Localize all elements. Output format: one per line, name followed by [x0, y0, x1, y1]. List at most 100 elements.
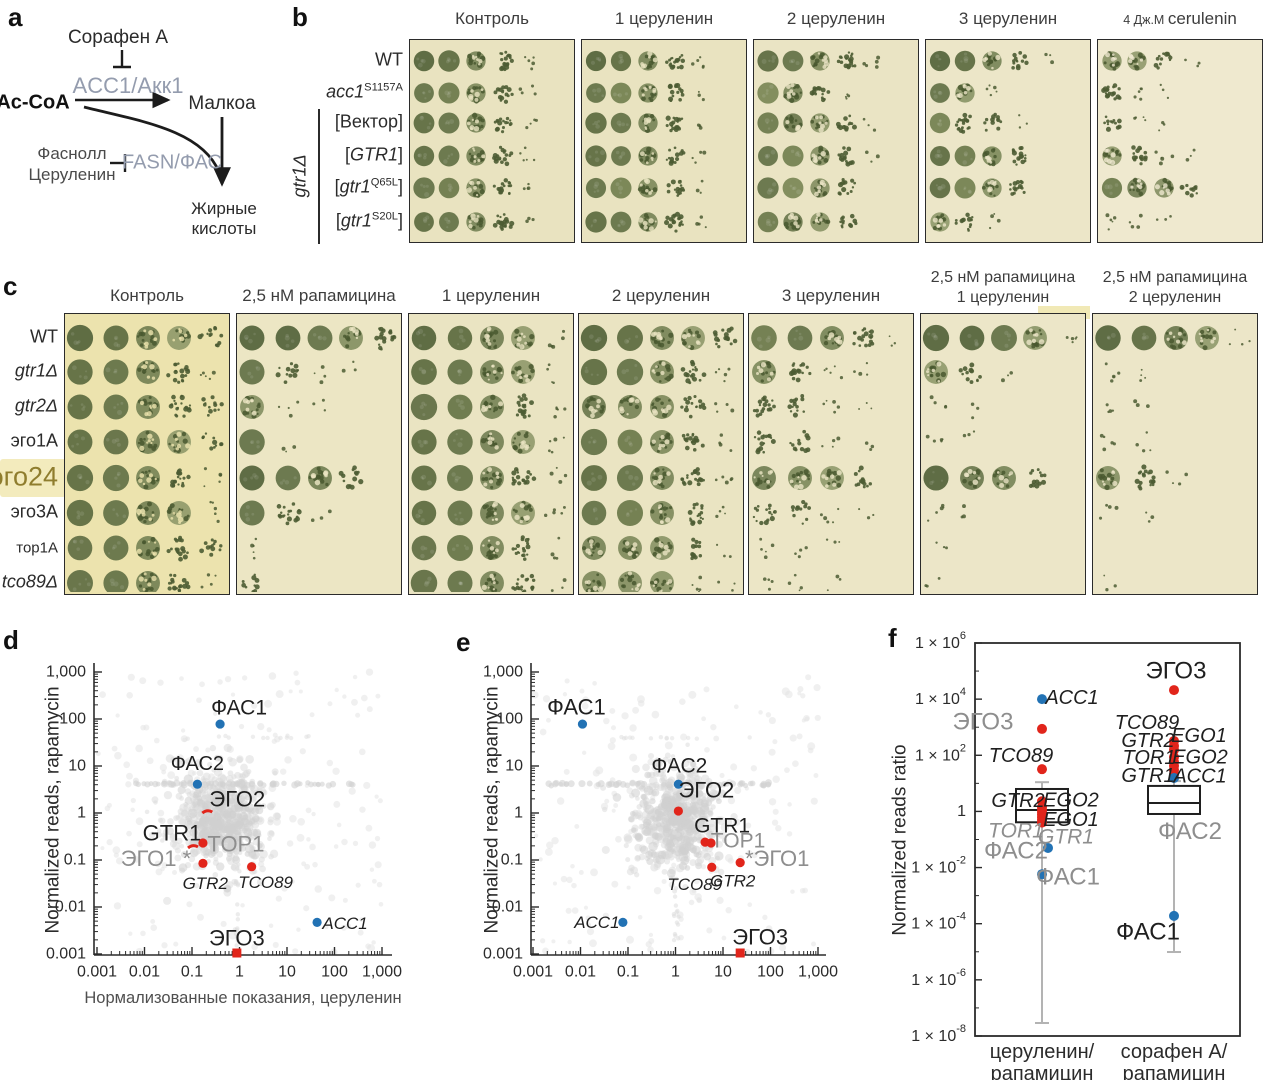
assay-plate	[1097, 39, 1263, 243]
scatter-chart-e: 0.001 0.01 0.1 1 10 100 1,000 1,000 100 10 1 0.1 0.0…	[482, 663, 1252, 1007]
row-label-segment: tco89Δ	[1, 571, 58, 592]
x-tick-label: 1	[671, 964, 680, 981]
row-label: эго1A	[11, 431, 58, 452]
point-label-TOP1: TOP1	[207, 831, 264, 856]
row-label: WT	[375, 50, 403, 71]
row-label: acc1S1157A	[326, 82, 403, 103]
col-header: Контроль	[455, 9, 529, 29]
annotation-label: GTR2	[710, 871, 756, 890]
assay-plate	[409, 39, 575, 243]
box-label-EGO2: EGO2	[1043, 790, 1099, 812]
panel-letter-b: b	[292, 2, 308, 32]
assay-plate	[236, 313, 402, 595]
row-label-segment: [	[344, 144, 350, 165]
row-label-segment: эго3A	[10, 501, 58, 522]
y-tick-label: 0.1	[64, 852, 86, 869]
plate-spots	[757, 50, 881, 233]
y-tick-label: 1,000	[483, 664, 523, 681]
y-tick-label: 1	[957, 803, 966, 820]
acc1-label: ACC1/Акк1	[72, 73, 184, 98]
row-label-segment: gtr1	[339, 176, 371, 197]
box-label-TOR1: TOR1	[1123, 747, 1176, 769]
pathway-arrows	[75, 50, 231, 187]
x-tick-label: 10	[714, 964, 732, 981]
assay-plate	[408, 313, 574, 595]
category-label: рапамицин	[991, 1063, 1094, 1080]
x-tick-label: 1	[235, 964, 244, 981]
box-label-GTR2: GTR2	[991, 790, 1044, 812]
point-label-ФАС1: ФАС1	[211, 697, 267, 720]
y-tick-label: 1 × 10-6	[911, 967, 966, 989]
col-header-line: 2 церуленин	[1128, 289, 1222, 306]
col-header: Контроль	[110, 286, 184, 305]
ac-coa-label: Ac-CoA	[0, 91, 70, 114]
row-label-segment: gtr1	[340, 210, 372, 231]
y-tick-label: 1 × 10-4	[911, 911, 966, 933]
col-header-text: 1 церуленин	[614, 9, 714, 28]
panel-letter-f: f	[888, 623, 897, 653]
panel-e-scatter: 0.001 0.01 0.1 1 10 100 1,000 1,000 100 10 1 0.1 0.0…	[430, 620, 1252, 1080]
y-axis-title: Normalized reads, rapamycin	[482, 686, 503, 933]
box-label-GTR1: GTR1	[1121, 765, 1174, 787]
y-tick-label: 0.001	[483, 946, 523, 963]
col-header: 1 церуленин	[441, 286, 541, 305]
point-label-ФАС2: ФАС2	[651, 755, 707, 778]
box-label-ЭГО3: ЭГО3	[953, 708, 1014, 735]
group-label: gtr1Δ	[289, 154, 310, 198]
x-tick-label: 0.01	[565, 964, 596, 981]
y-tick-label: 0.01	[55, 899, 86, 916]
panel-letter-d: d	[3, 625, 19, 655]
box-label-TOR1: TOR1	[988, 820, 1044, 843]
point-label-TCO89: TCO89	[238, 873, 293, 892]
category-label: рапамицин	[1123, 1063, 1226, 1080]
y-tick-label: 1 × 10-2	[911, 855, 966, 877]
col-header-text: 3 церуленин	[958, 9, 1058, 28]
row-label-segment: эго1A	[10, 430, 58, 451]
plate-spots	[922, 324, 1078, 588]
plate-spots	[1101, 51, 1201, 231]
row-label-segment: WT	[30, 326, 58, 347]
y-tick-label: 1	[514, 805, 523, 822]
col-header: 2 церуленин	[787, 9, 885, 29]
box-label-TCO89: TCO89	[989, 745, 1053, 767]
sorafen-a-label: Сорафен A	[67, 27, 169, 48]
point-label-TCO89: TCO89	[667, 875, 722, 894]
y-tick-label: 0.001	[46, 946, 86, 963]
row-label: tco89Δ	[2, 572, 58, 593]
plate-spots	[413, 50, 538, 232]
col-header-text: Контроль	[455, 9, 529, 28]
point-label-ACC1: ACC1	[573, 913, 619, 932]
panel-f-boxplot: 1 × 106 1 × 104 1 × 102 1 1 × 10-2 1 × 10-4 1 …	[860, 620, 1266, 1080]
box-label-ЭГО3: ЭГО3	[1146, 658, 1207, 685]
panel-letter-a: a	[8, 2, 23, 32]
box-chart-f: 1 × 106 1 × 104 1 × 102 1 1 × 10-2 1 × 10-4 1 …	[890, 630, 1241, 1080]
row-label: [gtr1S20L]	[336, 211, 403, 232]
plate-spots	[929, 50, 1055, 232]
box-label-ACC1: ACC1	[1044, 687, 1098, 709]
row-label-segment: ]	[397, 176, 403, 197]
box-label-TCO89: TCO89	[1115, 712, 1179, 734]
point-label-ЭГО3: ЭГО3	[732, 925, 788, 950]
y-tick-label: 0.1	[501, 852, 523, 869]
plate-spots	[66, 324, 224, 592]
point-label-TOP1: TOP1	[711, 829, 765, 852]
x-tick-label: 0.001	[77, 964, 117, 981]
x-tick-label: 100	[321, 964, 348, 981]
col-header-dose: 4 Дж.М	[1123, 13, 1168, 27]
row-highlight	[0, 459, 66, 497]
point-label-ЭГО1: *ЭГО1	[745, 846, 809, 871]
box-label-EGO1: EGO1	[1171, 725, 1227, 747]
x-tick-label: 1,000	[798, 964, 838, 981]
y-tick-label: 10	[505, 758, 523, 775]
assay-plate	[925, 39, 1091, 243]
point-label-GTR1: GTR1	[143, 820, 202, 845]
y-tick-label: 0.01	[492, 899, 523, 916]
assay-plate	[1092, 313, 1258, 595]
fatty-acids-label-1: Жирные	[191, 199, 257, 218]
point-label-ЭГО2: ЭГО2	[678, 778, 734, 803]
row-label-segment: [	[334, 176, 340, 197]
box-label-GTR2: GTR2	[1121, 730, 1174, 752]
plate-spots	[751, 325, 897, 592]
row-label-segment: ]	[397, 144, 403, 165]
fasn-label: FASN/ФАС	[122, 151, 222, 174]
